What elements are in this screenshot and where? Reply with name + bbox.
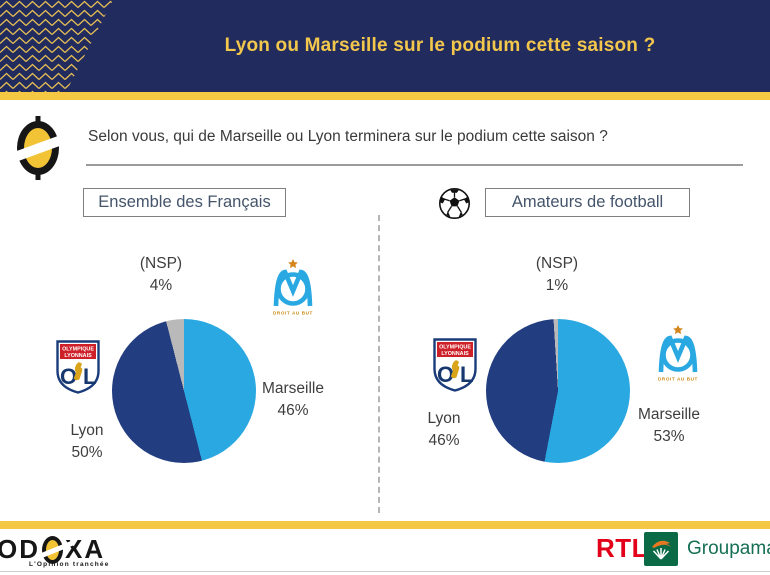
question-underline [86, 164, 743, 166]
marseille-label-right: Marseille 53% [619, 404, 719, 448]
lyon-value-left: 50% [71, 444, 103, 461]
om-motto-left: DROIT AU BUT [273, 311, 313, 316]
ol-band-line2-left: LYONNAIS [64, 353, 92, 359]
ol-letter-l-left: L [83, 364, 96, 389]
lyon-name-right: Lyon [427, 410, 461, 427]
odoxa-letters-xa: XA [65, 534, 106, 564]
panel-title-ensemble: Ensemble des Français [83, 188, 286, 217]
panel-title-ensemble-label: Ensemble des Français [98, 193, 271, 211]
groupama-icon [644, 532, 678, 566]
ol-letter-l-right: L [460, 362, 473, 387]
odoxa-o-icon [8, 116, 82, 180]
nsp-label-left: (NSP) 4% [120, 253, 202, 297]
marseille-name-right: Marseille [637, 406, 700, 423]
odoxa-o-icon-top-tab [35, 116, 41, 122]
marseille-label-left: Marseille 46% [243, 378, 343, 422]
rtl-logo: RTL [596, 533, 649, 563]
pie-chart-amateurs [486, 319, 630, 463]
odoxa-o-icon-bottom-tab [35, 174, 41, 180]
odoxa-o-icon-slash [8, 128, 82, 164]
odoxa-tagline: L'Opinion tranchée [29, 561, 110, 568]
odoxa-logo: OD XA [0, 534, 105, 565]
page-title: Lyon ou Marseille sur le podium cette sa… [224, 35, 656, 56]
ol-letter-o-left: O [60, 364, 77, 389]
header: Lyon ou Marseille sur le podium cette sa… [0, 0, 770, 92]
marseille-name-left: Marseille [261, 380, 324, 397]
marseille-value-left: 46% [277, 402, 309, 419]
groupama-logo: Groupama [644, 532, 770, 566]
nsp-value-left: 4% [149, 277, 173, 294]
nsp-label-right: (NSP) 1% [516, 253, 598, 297]
ol-badge-icon: OLYMPIQUE LYONNAIS O L [56, 340, 100, 394]
om-badge-icon: DROIT AU BUT [273, 259, 313, 316]
herringbone-pattern-decoration [0, 0, 113, 92]
om-motto-right: DROIT AU BUT [658, 377, 698, 382]
groupama-wordmark: Groupama [687, 538, 770, 559]
panel-title-amateurs: Amateurs de football [485, 188, 690, 217]
nsp-name-left: (NSP) [139, 255, 183, 272]
marseille-value-right: 53% [653, 428, 685, 445]
om-badge-icon: DROIT AU BUT [658, 325, 698, 382]
ol-band-line2-right: LYONNAIS [441, 351, 469, 357]
survey-question: Selon vous, qui de Marseille ou Lyon ter… [88, 128, 608, 145]
bottom-border-line [0, 571, 770, 572]
nsp-name-right: (NSP) [535, 255, 579, 272]
lyon-label-left: Lyon 50% [54, 420, 120, 464]
gold-divider-bar [0, 92, 770, 100]
lyon-name-left: Lyon [70, 422, 104, 439]
dashed-divider [378, 215, 380, 513]
lyon-label-right: Lyon 46% [411, 408, 477, 452]
odoxa-letters-od: OD [0, 534, 40, 564]
ol-band-line1-right: OLYMPIQUE [439, 345, 471, 351]
ol-band-line1-left: OLYMPIQUE [62, 347, 94, 353]
pie-chart-ensemble [112, 319, 256, 463]
panel-title-amateurs-label: Amateurs de football [511, 193, 664, 211]
football-icon [439, 188, 470, 219]
lyon-value-right: 46% [428, 432, 460, 449]
footer-gold-bar [0, 521, 770, 529]
nsp-value-right: 1% [545, 277, 569, 294]
ol-letter-o-right: O [437, 362, 454, 387]
odoxa-o-mini-icon [39, 535, 74, 564]
ol-badge-icon: OLYMPIQUE LYONNAIS O L [433, 338, 477, 392]
